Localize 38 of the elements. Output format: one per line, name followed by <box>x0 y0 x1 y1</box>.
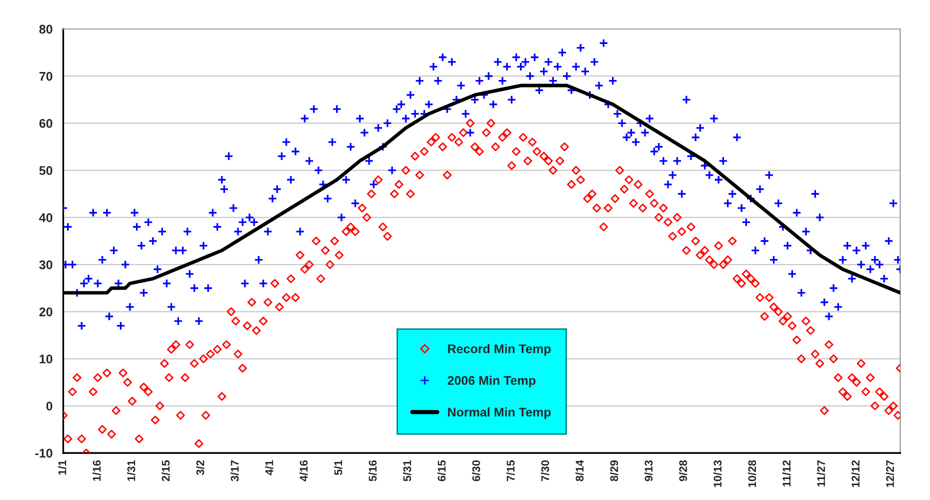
x-tick-label: 6/15 <box>437 460 446 482</box>
y-tick-label: 80 <box>39 24 52 34</box>
x-tick-label: 9/28 <box>678 460 688 482</box>
x-tick-label: 4/16 <box>300 460 308 482</box>
x-tick-label: 1/1 <box>58 460 66 475</box>
y-tick-label: 50 <box>39 166 52 175</box>
y-tick-label: 70 <box>39 72 52 81</box>
x-tick-label: 2/15 <box>162 460 170 482</box>
legend-label: 2006 Min Temp <box>448 376 536 388</box>
x-tick-label: 8/14 <box>575 460 584 482</box>
x-tick-label: 8/29 <box>610 460 618 482</box>
x-tick-label: 11/27 <box>816 460 826 486</box>
x-tick-label: 1/16 <box>92 460 101 481</box>
x-tick-label: 4/1 <box>265 460 274 476</box>
x-tick-label: 5/31 <box>402 460 412 482</box>
y-tick-label: 40 <box>39 213 52 222</box>
x-tick-label: 11/12 <box>782 460 791 486</box>
x-tick-label: 6/30 <box>472 460 480 482</box>
y-tick-label: -10 <box>35 448 52 458</box>
y-tick-label: 20 <box>39 307 52 316</box>
y-tick-label: 30 <box>39 260 52 270</box>
x-tick-label: 12/27 <box>886 460 894 488</box>
y-tick-label: 0 <box>46 402 52 411</box>
x-tick-label: 3/17 <box>230 460 239 482</box>
x-tick-label: 5/1 <box>334 460 342 476</box>
x-tick-label: 10/28 <box>748 460 756 488</box>
x-tick-label: 9/13 <box>644 460 653 482</box>
legend-label: Record Min Temp <box>448 344 551 356</box>
y-tick-label: 10 <box>40 354 52 364</box>
x-tick-label: 1/31 <box>127 460 136 481</box>
y-tick-label: 60 <box>39 119 52 128</box>
x-tick-label: 7/15 <box>506 460 515 482</box>
x-tick-label: 5/16 <box>368 460 377 482</box>
x-tick-label: 7/30 <box>540 460 550 482</box>
x-tick-label: 10/13 <box>713 460 722 488</box>
x-tick-label: 3/2 <box>196 460 204 476</box>
x-tick-label: 12/12 <box>851 460 860 488</box>
legend-label: Normal Min Temp <box>448 407 551 420</box>
